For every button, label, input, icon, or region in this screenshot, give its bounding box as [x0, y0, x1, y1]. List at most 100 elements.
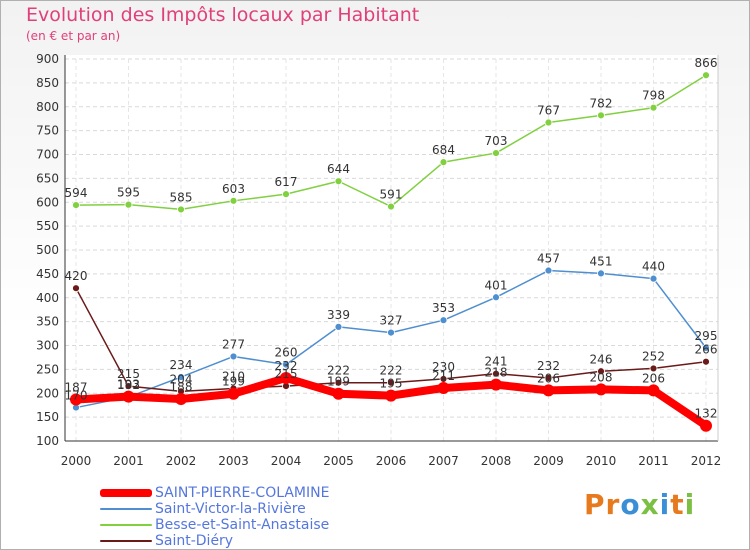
data-label-saint-victor-la-riviere: 327 — [380, 314, 403, 328]
data-label-saint-pierre-colamine: 193 — [117, 378, 140, 392]
data-label-saint-pierre-colamine: 206 — [642, 371, 665, 385]
data-point-saint-victor-la-riviere — [177, 373, 185, 381]
data-label-besse-et-saint-anastaise: 703 — [485, 134, 508, 148]
legend-label: Besse-et-Saint-Anastaise — [155, 517, 330, 533]
data-point-saint-diery — [702, 357, 710, 366]
data-label-besse-et-saint-anastaise: 591 — [380, 188, 403, 202]
data-label-saint-victor-la-riviere: 457 — [537, 252, 560, 266]
data-point-besse-et-saint-anastaise — [334, 177, 343, 186]
data-point-besse-et-saint-anastaise — [492, 149, 500, 157]
y-tick-label: 300 — [36, 339, 59, 353]
data-label-saint-victor-la-riviere: 440 — [642, 260, 665, 274]
data-label-saint-pierre-colamine: 132 — [695, 407, 718, 421]
data-point-saint-pierre-colamine — [385, 389, 397, 402]
data-label-saint-victor-la-riviere: 277 — [222, 337, 245, 351]
legend-swatch — [100, 524, 152, 526]
data-point-besse-et-saint-anastaise — [177, 205, 185, 214]
data-label-saint-victor-la-riviere: 339 — [327, 308, 350, 322]
x-tick-label: 2002 — [166, 454, 197, 468]
data-point-saint-victor-la-riviere — [544, 266, 553, 275]
data-point-saint-diery — [544, 374, 553, 382]
y-tick-label: 400 — [36, 291, 59, 305]
x-tick-label: 2004 — [271, 454, 302, 468]
data-point-saint-pierre-colamine — [542, 384, 555, 397]
y-tick-label: 150 — [36, 410, 59, 424]
data-label-saint-victor-la-riviere: 353 — [432, 301, 455, 315]
legend-label: SAINT-PIERRE-COLAMINE — [155, 485, 330, 501]
data-point-saint-victor-la-riviere — [282, 360, 290, 369]
logo-letter: t — [670, 488, 685, 521]
proxiti-logo: Proxiti — [584, 488, 695, 521]
data-label-saint-victor-la-riviere: 451 — [590, 254, 613, 268]
data-label-saint-diery: 222 — [327, 364, 350, 378]
logo-letter: P — [584, 488, 606, 521]
x-tick-label: 2000 — [61, 454, 92, 468]
legend-label: Saint-Victor-la-Rivière — [155, 501, 306, 517]
y-tick-label: 850 — [36, 76, 59, 90]
data-point-besse-et-saint-anastaise — [72, 201, 80, 210]
data-label-saint-pierre-colamine: 218 — [485, 366, 508, 380]
data-label-besse-et-saint-anastaise: 603 — [222, 182, 245, 196]
data-label-saint-victor-la-riviere: 192 — [117, 378, 140, 392]
y-tick-label: 700 — [36, 148, 59, 162]
data-label-saint-diery: 246 — [590, 352, 613, 366]
data-label-saint-pierre-colamine: 232 — [275, 359, 298, 373]
data-label-besse-et-saint-anastaise: 644 — [327, 162, 350, 176]
data-label-saint-diery: 252 — [642, 349, 665, 363]
chart-subtitle: (en € et par an) — [26, 29, 121, 43]
data-point-besse-et-saint-anastaise — [229, 196, 238, 205]
legend-swatch — [100, 508, 152, 510]
data-point-saint-diery — [597, 367, 605, 376]
legend-label: Saint-Diéry — [155, 533, 234, 549]
data-label-saint-diery: 204 — [170, 372, 193, 386]
data-point-saint-diery — [334, 378, 343, 387]
logo-letter: o — [620, 488, 641, 521]
data-point-saint-victor-la-riviere — [492, 293, 500, 302]
data-point-saint-victor-la-riviere — [334, 322, 343, 331]
y-tick-label: 200 — [36, 386, 59, 400]
data-label-besse-et-saint-anastaise: 594 — [65, 186, 88, 200]
data-label-saint-pierre-colamine: 195 — [380, 377, 403, 391]
data-point-saint-pierre-colamine — [70, 393, 82, 406]
data-label-besse-et-saint-anastaise: 595 — [117, 186, 140, 200]
x-tick-label: 2012 — [691, 454, 722, 468]
data-label-saint-pierre-colamine: 199 — [327, 375, 350, 389]
y-tick-label: 100 — [36, 434, 59, 448]
data-point-besse-et-saint-anastaise — [649, 103, 658, 112]
data-label-saint-pierre-colamine: 208 — [590, 370, 613, 384]
data-point-besse-et-saint-anastaise — [387, 202, 395, 211]
data-label-saint-victor-la-riviere: 234 — [170, 358, 193, 372]
data-point-besse-et-saint-anastaise — [124, 200, 133, 209]
data-point-saint-victor-la-riviere — [702, 343, 710, 352]
data-label-saint-diery: 420 — [65, 269, 88, 283]
legend-swatch — [100, 540, 152, 542]
data-label-besse-et-saint-anastaise: 585 — [170, 190, 193, 204]
y-tick-label: 250 — [36, 362, 59, 376]
data-label-saint-pierre-colamine: 188 — [170, 380, 193, 394]
y-tick-label: 600 — [36, 195, 59, 209]
data-label-saint-diery: 222 — [380, 364, 403, 378]
data-label-besse-et-saint-anastaise: 767 — [537, 104, 560, 118]
y-tick-label: 800 — [36, 100, 59, 114]
data-point-saint-diery — [649, 364, 658, 373]
data-point-saint-pierre-colamine — [647, 384, 660, 397]
data-point-saint-diery — [72, 284, 80, 293]
y-tick-label: 550 — [36, 219, 59, 233]
data-label-saint-victor-la-riviere: 401 — [485, 278, 508, 292]
x-tick-label: 2005 — [323, 454, 354, 468]
y-tick-label: 450 — [36, 267, 59, 281]
data-point-saint-pierre-colamine — [700, 419, 712, 432]
logo-letter: r — [605, 488, 621, 521]
logo-letter: i — [659, 488, 671, 521]
data-label-saint-victor-la-riviere: 260 — [275, 346, 298, 360]
data-point-saint-pierre-colamine — [175, 392, 187, 405]
data-point-besse-et-saint-anastaise — [544, 118, 553, 127]
data-label-saint-diery: 230 — [432, 360, 455, 374]
x-tick-label: 2006 — [376, 454, 407, 468]
data-label-saint-diery: 210 — [222, 369, 245, 383]
data-point-saint-victor-la-riviere — [387, 328, 395, 337]
data-point-saint-diery — [124, 382, 133, 390]
y-tick-label: 500 — [36, 243, 59, 257]
x-tick-label: 2008 — [481, 454, 512, 468]
